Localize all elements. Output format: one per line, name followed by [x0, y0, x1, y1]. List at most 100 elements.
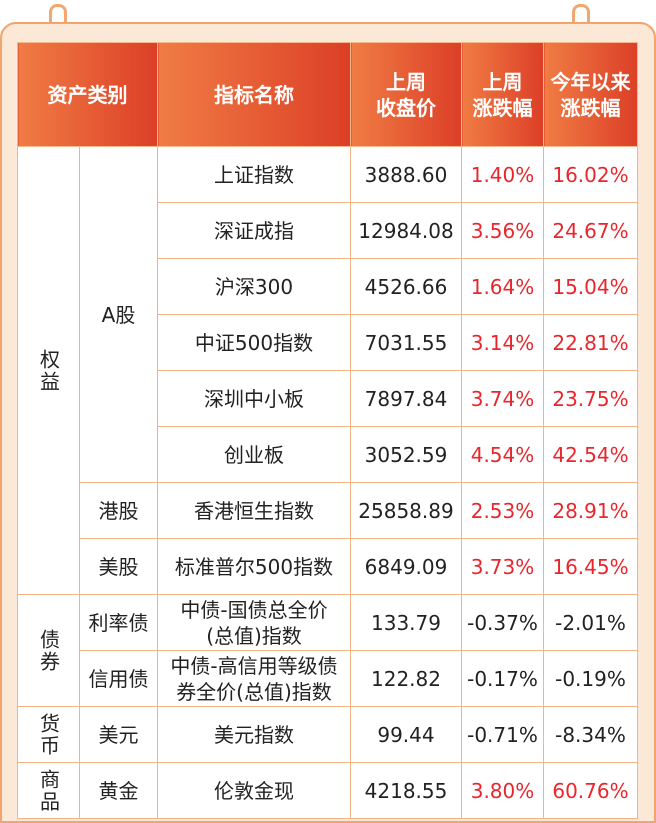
text: -0.71%	[467, 722, 538, 747]
text: 42.54%	[552, 442, 629, 467]
week-change-cell: -0.17%	[461, 650, 544, 707]
asset-table: 资产类别 指标名称 上周 收盘价 上周 涨跌幅 今年以来 涨跌幅 权益 A股 上证指数 3888.6…	[17, 42, 638, 819]
ytd-change-cell: 15.04%	[543, 258, 638, 315]
subcategory-cell: 美股	[79, 538, 158, 595]
text: 标准普尔500指数	[174, 554, 334, 579]
category-cell: 商品	[17, 762, 80, 819]
index-name-cell: 标准普尔500指数	[157, 538, 351, 595]
text: 22.81%	[552, 330, 629, 355]
text: 28.91%	[552, 498, 629, 523]
text: 133.79	[371, 610, 441, 635]
row: 创业板 3052.59 4.54% 42.54%	[18, 426, 638, 483]
header-row: 资产类别 指标名称 上周 收盘价 上周 涨跌幅 今年以来 涨跌幅	[17, 42, 638, 147]
text: 7031.55	[364, 330, 448, 355]
text: 香港恒生指数	[194, 498, 314, 523]
close-cell: 7897.84	[350, 370, 462, 427]
week-change-cell: 1.40%	[461, 146, 544, 203]
ytd-change-cell: -8.34%	[543, 706, 638, 763]
text: 4218.55	[364, 778, 448, 803]
header-cell: 今年以来 涨跌幅	[543, 42, 638, 147]
index-name-cell: 中证500指数	[157, 314, 351, 371]
text: 权益	[36, 348, 61, 393]
close-cell: 3052.59	[350, 426, 462, 483]
close-cell: 4526.66	[350, 258, 462, 315]
week-change-cell: -0.71%	[461, 706, 544, 763]
text: 美元指数	[214, 722, 294, 747]
text: 1.64%	[470, 274, 535, 299]
text: 3.80%	[470, 778, 535, 803]
text: 3052.59	[364, 442, 448, 467]
ytd-change-cell: 22.81%	[543, 314, 638, 371]
text: 沪深300	[214, 274, 294, 299]
category-cell: 债券	[17, 594, 80, 707]
text: 15.04%	[552, 274, 629, 299]
text: 7897.84	[364, 386, 448, 411]
header-cell: 上周 收盘价	[350, 42, 462, 147]
text: 16.02%	[552, 162, 629, 187]
row: 信用债 中债-高信用等级债 券全价(总值)指数 122.82 -0.17% -0.19%	[18, 650, 638, 707]
text: 2.53%	[470, 498, 535, 523]
close-cell: 4218.55	[350, 762, 462, 819]
week-change-cell: 2.53%	[461, 482, 544, 539]
text: 4.54%	[470, 442, 535, 467]
ytd-change-cell: 42.54%	[543, 426, 638, 483]
header-cell: 指标名称	[157, 42, 351, 147]
text: -0.37%	[467, 610, 538, 635]
week-change-cell: -0.37%	[461, 594, 544, 651]
text-line: 上周	[386, 69, 426, 94]
text: 信用债	[88, 666, 149, 691]
close-cell: 99.44	[350, 706, 462, 763]
week-change-cell: 3.56%	[461, 202, 544, 259]
ytd-change-cell: 24.67%	[543, 202, 638, 259]
close-cell: 7031.55	[350, 314, 462, 371]
text: 港股	[98, 498, 139, 523]
row: 货币 美元 美元指数 99.44 -0.71% -8.34%	[17, 706, 638, 763]
text: 债券	[36, 628, 61, 673]
close-cell: 133.79	[350, 594, 462, 651]
text-line: 收盘价	[376, 95, 436, 120]
close-cell: 122.82	[350, 650, 462, 707]
index-name-cell: 沪深300	[157, 258, 351, 315]
text-line: 中债-高信用等级债	[170, 653, 338, 678]
header-cell: 上周 涨跌幅	[461, 42, 544, 147]
row: 权益 A股 上证指数 3888.60 1.40% 16.02%	[17, 146, 638, 595]
text-line: 中债-国债总全价	[180, 597, 328, 622]
week-change-cell: 3.80%	[461, 762, 544, 819]
text: 商品	[36, 768, 61, 813]
text: 1.40%	[470, 162, 535, 187]
subcategory-cell: A股	[79, 146, 158, 483]
ytd-change-cell: 16.02%	[543, 146, 638, 203]
week-change-cell: 1.64%	[461, 258, 544, 315]
text: -0.17%	[467, 666, 538, 691]
text: 上证指数	[214, 162, 294, 187]
index-name-cell: 伦敦金现	[157, 762, 351, 819]
text: -2.01%	[555, 610, 626, 635]
close-cell: 12984.08	[350, 202, 462, 259]
subcategory-cell: 黄金	[79, 762, 158, 819]
ytd-change-cell: 23.75%	[543, 370, 638, 427]
text: 美股	[98, 554, 139, 579]
text: 25858.89	[358, 498, 454, 523]
text: 60.76%	[552, 778, 629, 803]
text: 3.14%	[470, 330, 535, 355]
text: 3.56%	[470, 218, 535, 243]
text: A股	[101, 302, 136, 327]
category-cell: 权益	[17, 146, 80, 595]
text: -8.34%	[555, 722, 626, 747]
subcategory-cell: 美元	[79, 706, 158, 763]
row: 商品 黄金 伦敦金现 4218.55 3.80% 60.76%	[17, 762, 638, 819]
row: 美股 标准普尔500指数 6849.09 3.73% 16.45%	[18, 538, 638, 595]
week-change-cell: 3.74%	[461, 370, 544, 427]
index-name-cell: 香港恒生指数	[157, 482, 351, 539]
close-cell: 25858.89	[350, 482, 462, 539]
text: 24.67%	[552, 218, 629, 243]
text: 3.74%	[470, 386, 535, 411]
text: 23.75%	[552, 386, 629, 411]
index-name-cell: 中债-高信用等级债 券全价(总值)指数	[157, 650, 351, 707]
text: 黄金	[98, 778, 139, 803]
header-cell: 资产类别	[17, 42, 158, 147]
text: 创业板	[224, 442, 284, 467]
text-line: 资产类别	[47, 82, 128, 107]
text: 6849.09	[364, 554, 448, 579]
